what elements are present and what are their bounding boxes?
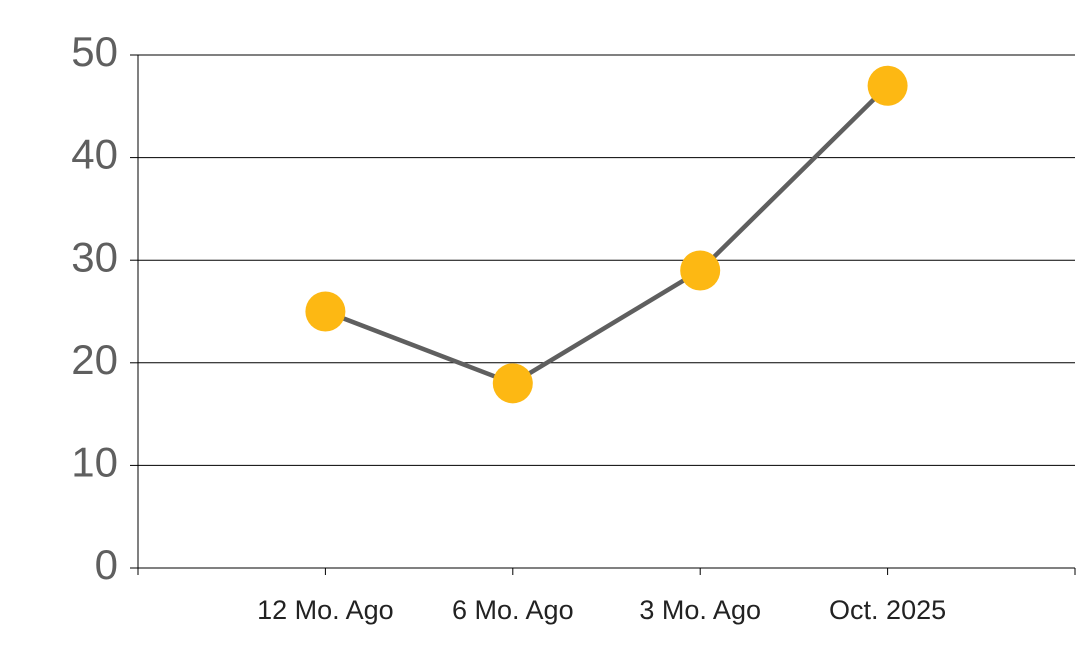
data-point [680,250,721,291]
x-tick-label: 6 Mo. Ago [452,595,574,625]
y-tick-label: 20 [71,336,118,383]
x-tick-label: 3 Mo. Ago [639,595,761,625]
y-tick-label: 0 [95,541,118,588]
x-tick-label: Oct. 2025 [829,595,946,625]
y-tick-label: 30 [71,233,118,280]
x-tick-label: 12 Mo. Ago [257,595,394,625]
data-point [867,65,908,106]
data-line [324,84,890,386]
y-tick-label: 50 [71,28,118,75]
y-tick-label: 40 [71,131,118,178]
y-tick-label: 10 [71,438,118,485]
data-point [305,291,346,332]
data-point [492,363,533,404]
